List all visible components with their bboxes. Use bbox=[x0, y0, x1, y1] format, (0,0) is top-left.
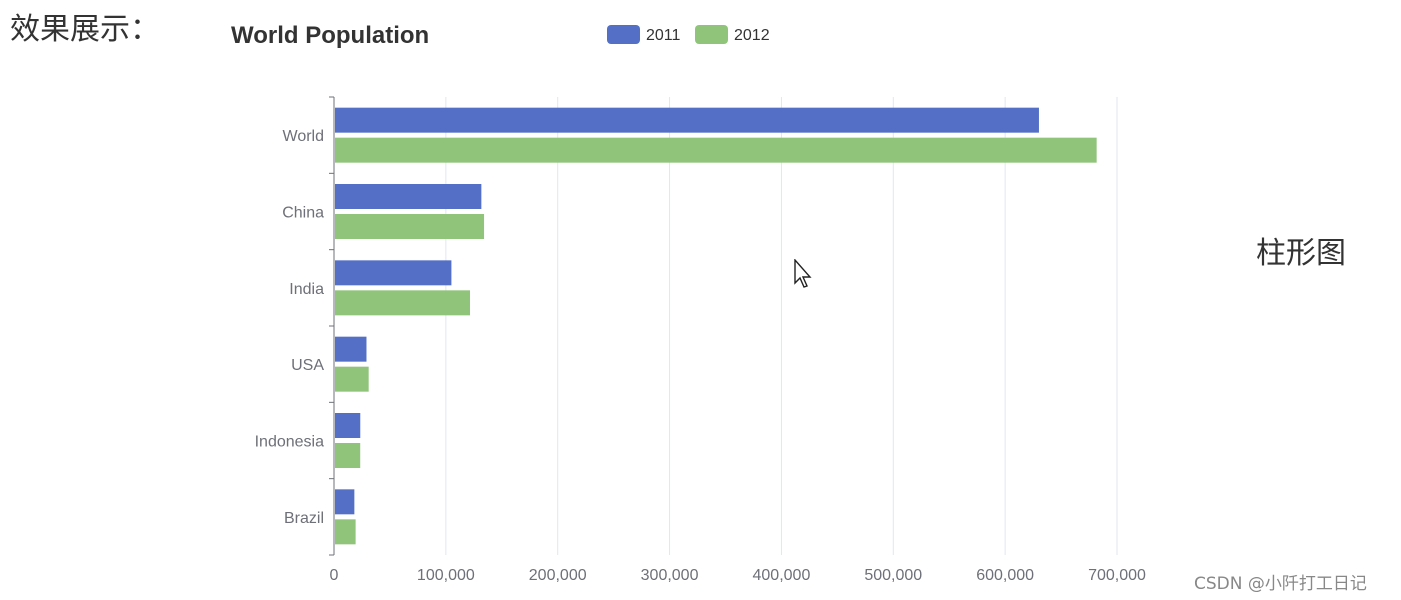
legend-swatch bbox=[695, 25, 728, 44]
y-category-label: Indonesia bbox=[255, 434, 324, 451]
legend-label: 2011 bbox=[646, 27, 681, 44]
x-tick-label: 600,000 bbox=[976, 567, 1034, 584]
grid-lines bbox=[445, 97, 1118, 555]
y-category-label: India bbox=[289, 281, 324, 298]
bar-world-2012[interactable] bbox=[335, 137, 1097, 163]
bar-world-2011[interactable] bbox=[335, 107, 1039, 133]
bar-usa-2012[interactable] bbox=[335, 366, 369, 392]
bars bbox=[335, 107, 1097, 545]
bar-brazil-2012[interactable] bbox=[335, 519, 356, 545]
side-label: 柱形图 bbox=[1256, 236, 1346, 271]
watermark: CSDN @小阡打工日记 bbox=[1194, 574, 1367, 594]
bar-brazil-2011[interactable] bbox=[335, 489, 355, 515]
y-axis: Brazil Indonesia USA India China World bbox=[255, 96, 335, 556]
x-tick-label: 700,000 bbox=[1088, 567, 1146, 584]
x-tick-label: 200,000 bbox=[529, 567, 587, 584]
bar-indonesia-2012[interactable] bbox=[335, 443, 361, 468]
legend-swatch bbox=[607, 25, 640, 44]
bar-india-2012[interactable] bbox=[335, 290, 471, 316]
bar-usa-2011[interactable] bbox=[335, 336, 367, 362]
legend[interactable]: 2011 2012 bbox=[607, 25, 770, 44]
y-category-label: China bbox=[282, 205, 324, 222]
page-heading: 效果展示： bbox=[10, 12, 160, 47]
bar-china-2012[interactable] bbox=[335, 214, 485, 239]
y-category-label: Brazil bbox=[284, 510, 324, 527]
x-tick-label: 400,000 bbox=[753, 567, 811, 584]
mouse-cursor-icon bbox=[794, 259, 812, 288]
x-tick-label: 500,000 bbox=[864, 567, 922, 584]
x-tick-label: 100,000 bbox=[417, 567, 475, 584]
bar-india-2011[interactable] bbox=[335, 260, 452, 286]
y-category-label: World bbox=[283, 128, 325, 145]
legend-item-2011[interactable]: 2011 bbox=[607, 25, 681, 44]
x-tick-label: 0 bbox=[330, 567, 339, 584]
bar-china-2011[interactable] bbox=[335, 184, 482, 209]
bar-indonesia-2011[interactable] bbox=[335, 413, 361, 438]
y-category-label: USA bbox=[291, 357, 324, 374]
x-tick-label: 300,000 bbox=[641, 567, 699, 584]
x-axis: 0 100,000 200,000 300,000 400,000 500,000 600,… bbox=[330, 567, 1146, 584]
legend-item-2012[interactable]: 2012 bbox=[695, 25, 770, 44]
legend-label: 2012 bbox=[734, 27, 770, 44]
chart-title: World Population bbox=[231, 22, 429, 49]
